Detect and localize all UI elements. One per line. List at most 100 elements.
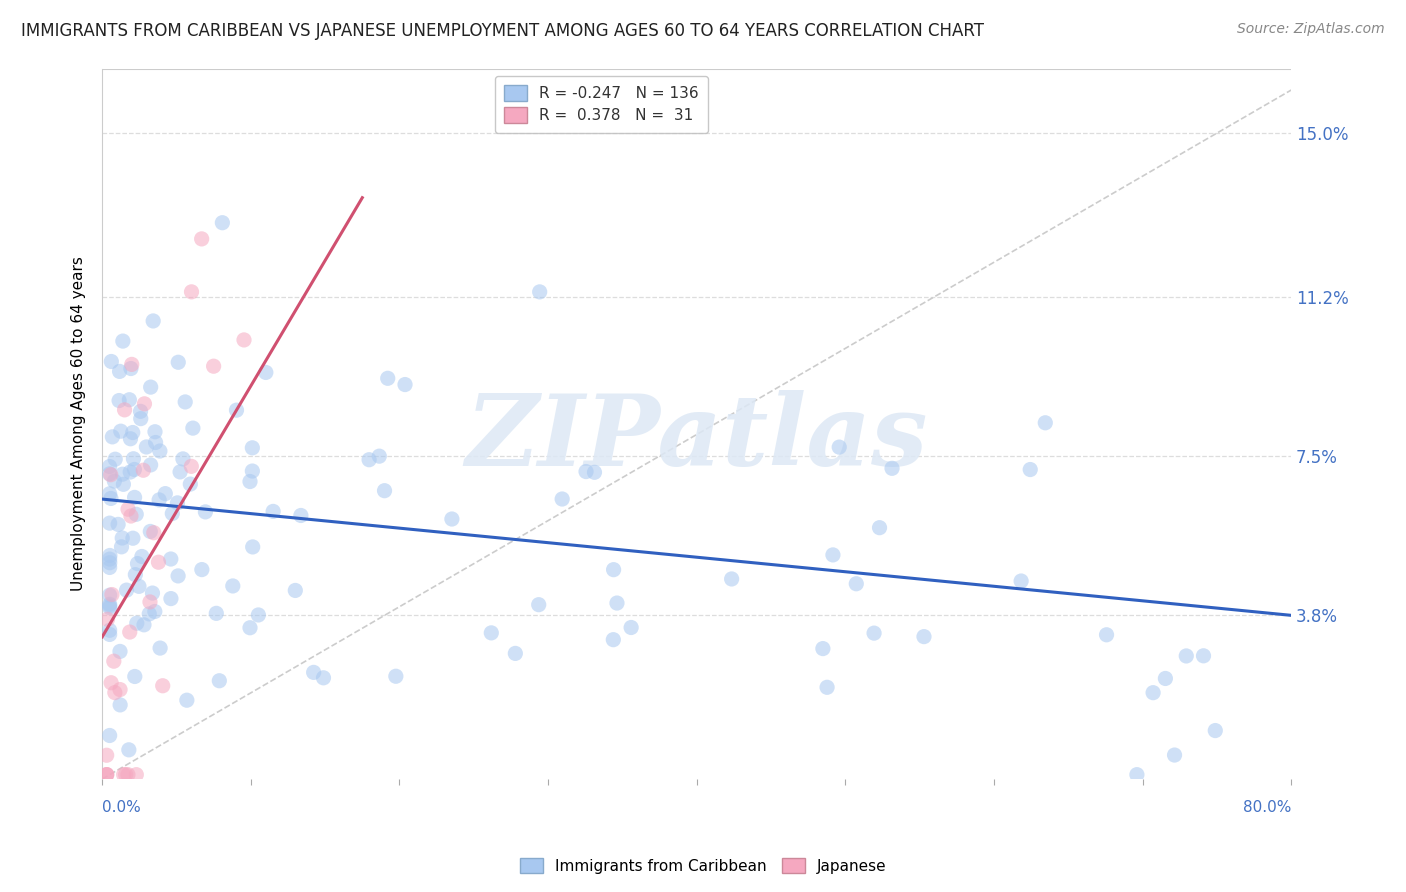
Point bbox=[479, 626, 502, 640]
Point bbox=[108, 364, 131, 378]
Point bbox=[1192, 648, 1215, 663]
Point bbox=[98, 600, 121, 615]
Point bbox=[194, 505, 217, 519]
Point bbox=[290, 508, 312, 523]
Point bbox=[118, 625, 141, 640]
Point bbox=[155, 486, 177, 500]
Point bbox=[117, 502, 139, 516]
Point bbox=[1204, 723, 1226, 738]
Point bbox=[284, 583, 307, 598]
Point bbox=[98, 588, 121, 602]
Point bbox=[96, 612, 118, 626]
Point bbox=[583, 465, 606, 479]
Point bbox=[121, 358, 143, 372]
Point bbox=[112, 767, 135, 781]
Point bbox=[100, 467, 122, 482]
Point bbox=[142, 525, 165, 540]
Point bbox=[845, 576, 868, 591]
Point bbox=[139, 595, 162, 609]
Point bbox=[108, 644, 131, 658]
Point bbox=[385, 669, 408, 683]
Point bbox=[124, 462, 146, 476]
Point bbox=[100, 675, 122, 690]
Point bbox=[98, 599, 121, 613]
Point bbox=[121, 425, 143, 440]
Point bbox=[120, 465, 142, 479]
Point bbox=[1010, 574, 1032, 588]
Point bbox=[108, 393, 131, 408]
Point bbox=[141, 586, 163, 600]
Point bbox=[211, 216, 233, 230]
Point bbox=[1142, 686, 1164, 700]
Point bbox=[880, 461, 903, 475]
Point bbox=[117, 767, 139, 781]
Point bbox=[205, 607, 228, 621]
Point bbox=[149, 641, 172, 656]
Point bbox=[101, 588, 124, 602]
Point bbox=[103, 654, 125, 668]
Point bbox=[110, 424, 132, 438]
Point bbox=[98, 467, 121, 481]
Point bbox=[606, 596, 628, 610]
Point bbox=[1019, 462, 1042, 476]
Point bbox=[575, 465, 598, 479]
Point bbox=[159, 552, 181, 566]
Point bbox=[138, 607, 160, 621]
Point bbox=[240, 464, 263, 478]
Point bbox=[124, 491, 146, 505]
Point bbox=[118, 392, 141, 407]
Point bbox=[128, 579, 150, 593]
Point bbox=[152, 679, 174, 693]
Point bbox=[1095, 628, 1118, 642]
Point bbox=[124, 567, 146, 582]
Point bbox=[98, 556, 121, 570]
Text: ZIPatlas: ZIPatlas bbox=[465, 390, 928, 486]
Point bbox=[181, 421, 204, 435]
Point bbox=[142, 314, 165, 328]
Point bbox=[98, 597, 121, 611]
Point bbox=[98, 560, 121, 574]
Point bbox=[602, 632, 624, 647]
Point bbox=[202, 359, 225, 374]
Point bbox=[1126, 767, 1149, 781]
Point bbox=[114, 402, 136, 417]
Point bbox=[240, 441, 263, 455]
Point bbox=[96, 767, 118, 781]
Point bbox=[115, 583, 138, 598]
Y-axis label: Unemployment Among Ages 60 to 64 years: Unemployment Among Ages 60 to 64 years bbox=[72, 256, 86, 591]
Point bbox=[98, 624, 121, 638]
Point bbox=[174, 395, 197, 409]
Point bbox=[98, 516, 121, 530]
Point bbox=[1175, 648, 1198, 663]
Point bbox=[176, 693, 198, 707]
Point bbox=[262, 504, 284, 518]
Point bbox=[139, 524, 162, 539]
Point bbox=[359, 452, 381, 467]
Point bbox=[239, 621, 262, 635]
Point bbox=[96, 748, 118, 763]
Point bbox=[377, 371, 399, 385]
Point bbox=[1163, 747, 1185, 762]
Point bbox=[118, 743, 141, 757]
Point bbox=[132, 617, 155, 632]
Point bbox=[368, 449, 391, 463]
Point bbox=[107, 517, 129, 532]
Point bbox=[620, 620, 643, 634]
Text: 0.0%: 0.0% bbox=[103, 800, 141, 815]
Point bbox=[208, 673, 231, 688]
Point bbox=[191, 563, 214, 577]
Point bbox=[111, 531, 134, 545]
Point bbox=[148, 492, 170, 507]
Point bbox=[143, 605, 166, 619]
Point bbox=[254, 366, 277, 380]
Point bbox=[167, 355, 190, 369]
Text: Source: ZipAtlas.com: Source: ZipAtlas.com bbox=[1237, 22, 1385, 37]
Point bbox=[821, 548, 844, 562]
Point bbox=[602, 563, 624, 577]
Point bbox=[160, 591, 183, 606]
Point bbox=[98, 552, 121, 566]
Point bbox=[98, 549, 121, 563]
Point bbox=[129, 404, 152, 418]
Point bbox=[180, 459, 202, 474]
Point bbox=[143, 425, 166, 439]
